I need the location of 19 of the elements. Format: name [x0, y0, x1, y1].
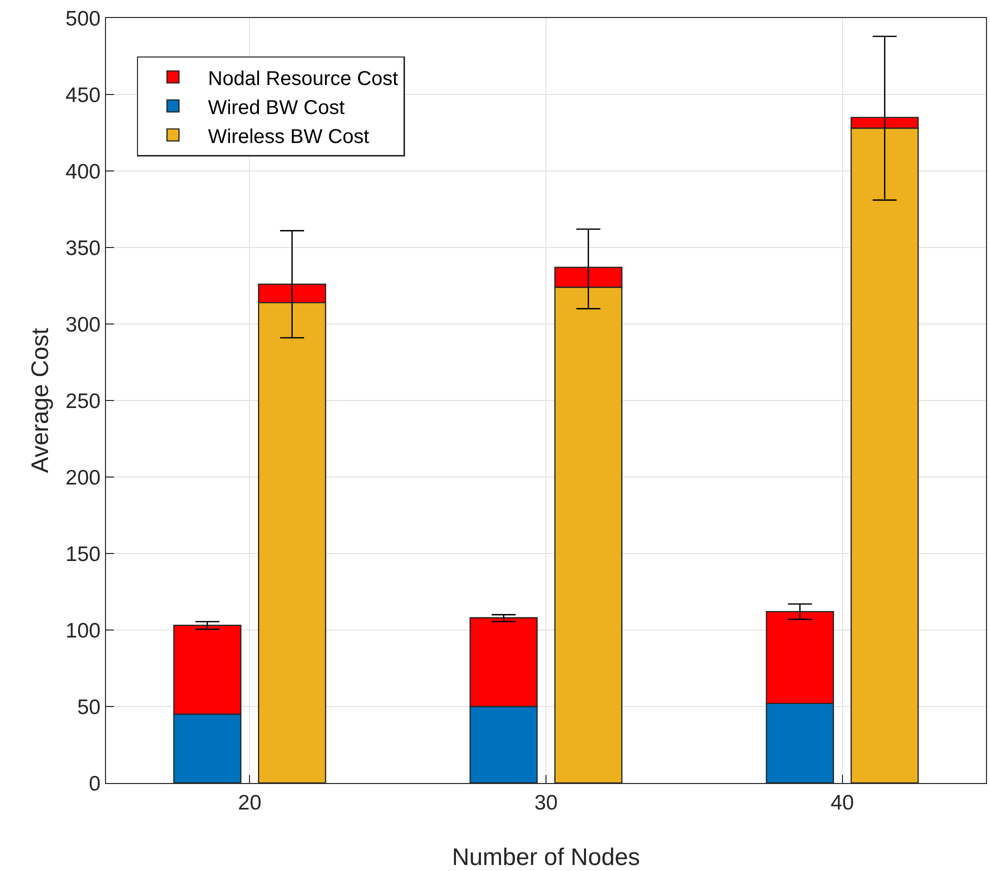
legend-label: Wired BW Cost [208, 96, 346, 119]
y-tick-label: 0 [88, 772, 101, 796]
y-tick-label: 150 [66, 542, 101, 566]
y-tick-label: 400 [66, 160, 101, 184]
y-tick-label: 300 [66, 313, 101, 336]
y-tick-label: 450 [66, 84, 101, 107]
y-tick-label: 200 [66, 466, 101, 490]
y-tick-label: 50 [77, 696, 101, 719]
y-axis-title: Average Cost [26, 328, 54, 473]
y-tick-label: 250 [66, 390, 101, 413]
y-tick-label: 350 [66, 236, 101, 260]
legend-label: Wireless BW Cost [208, 126, 370, 148]
legend-label: Nodal Resource Cost [208, 68, 399, 90]
x-tick-label: 20 [238, 791, 262, 814]
x-tick-label: 30 [534, 791, 558, 814]
y-tick-label: 500 [66, 7, 101, 30]
y-tick-label: 100 [66, 619, 101, 642]
x-axis-title: Number of Nodes [452, 844, 640, 871]
x-tick-label: 40 [830, 791, 854, 814]
